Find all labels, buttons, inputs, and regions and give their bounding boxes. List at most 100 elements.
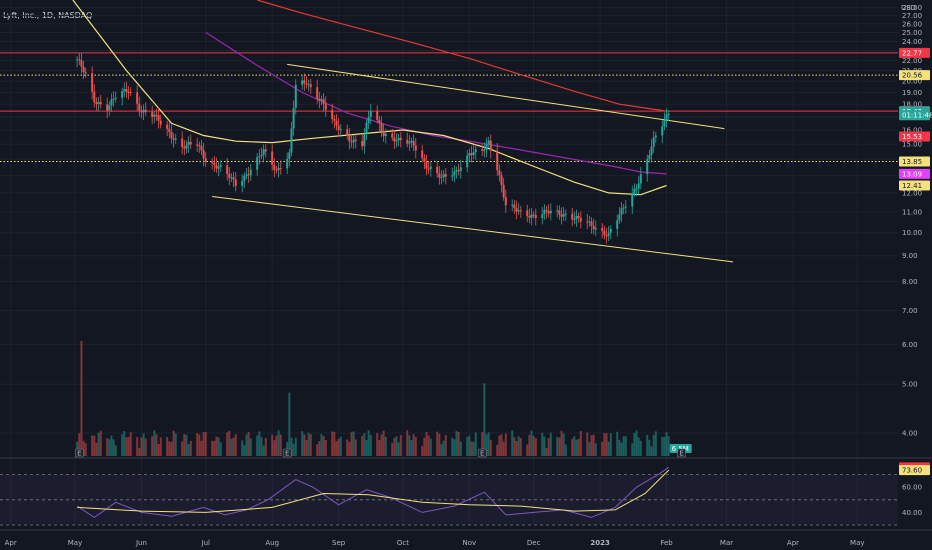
candle-body	[624, 206, 627, 208]
time-tick-label: Jun	[135, 539, 147, 547]
candle-body	[226, 165, 229, 174]
candle-body	[123, 89, 126, 92]
candle-body	[264, 149, 267, 152]
volume-bar	[451, 437, 454, 456]
trendline	[212, 196, 734, 263]
volume-bar	[513, 437, 516, 456]
volume-bar	[564, 444, 567, 456]
volume-bar	[217, 437, 220, 456]
volume-bar	[125, 437, 128, 456]
candle-body	[637, 183, 640, 189]
volume-bar	[99, 430, 102, 456]
candle-body	[279, 167, 282, 169]
candle-body	[322, 99, 325, 104]
price-tick-label: 8.00	[902, 278, 918, 286]
candle-body	[438, 173, 441, 178]
trendline	[287, 63, 725, 130]
candle-body	[121, 91, 124, 98]
candle-body	[397, 137, 400, 141]
price-tick-label: 6.00	[902, 341, 918, 349]
candle-body	[425, 161, 428, 169]
candle-body	[166, 124, 169, 129]
candle-body	[290, 128, 293, 153]
volume-bar	[348, 441, 351, 456]
volume-bar	[215, 436, 218, 456]
volume-bar	[558, 437, 561, 456]
volume-bar	[607, 441, 610, 456]
candle-body	[376, 111, 379, 120]
volume-bar	[455, 431, 458, 456]
volume-bar	[305, 439, 308, 456]
volume-bar	[369, 434, 372, 456]
volume-bar	[97, 432, 100, 456]
time-axis: Apr May Jun Jul Aug Sep Oct Nov Dec 2023 Feb Mar Apr…	[5, 539, 865, 547]
price-tick-label: 19.00	[902, 89, 922, 97]
price-tick-label: 9.00	[902, 252, 918, 260]
volume-bar	[622, 436, 625, 456]
candle-body	[429, 166, 432, 169]
candle-body	[607, 232, 610, 236]
volume-bar	[635, 430, 638, 456]
candle-body	[256, 157, 259, 170]
rsi-pane	[0, 466, 898, 526]
candle-body	[487, 140, 490, 145]
volume-bar	[436, 431, 439, 456]
candle-body	[273, 164, 276, 170]
volume-bar	[288, 392, 291, 456]
volume-bar	[474, 432, 477, 456]
time-tick-label: Dec	[527, 539, 541, 547]
volume-bar	[414, 437, 417, 456]
volume-bar	[354, 439, 357, 456]
volume-bar	[500, 434, 503, 456]
candle-body	[498, 170, 501, 176]
candle-body	[230, 177, 233, 179]
candle-body	[648, 155, 651, 160]
price-badges: 22.7720.5617.4417.4201:11:4815.5313.8513…	[74, 47, 932, 476]
ma-mid-line	[205, 31, 667, 175]
candle-body	[594, 227, 597, 230]
price-tick-label: 25.00	[902, 29, 922, 37]
volume-bar	[290, 437, 293, 456]
candle-body	[517, 210, 520, 212]
candle-body	[106, 104, 109, 111]
price-badge-bg	[899, 156, 930, 167]
volume-bar	[515, 440, 518, 456]
candle-body	[288, 152, 291, 159]
candle-body	[260, 154, 263, 156]
earnings-marker-label: E	[285, 450, 289, 458]
candle-body	[603, 230, 606, 236]
volume-bar	[294, 437, 297, 456]
volume-bar	[183, 434, 186, 456]
volume-bar	[485, 434, 488, 456]
candle-body	[468, 153, 471, 156]
candle-body	[635, 188, 638, 190]
candle-body	[663, 120, 666, 127]
volume-bar	[376, 433, 379, 456]
candle-body	[586, 221, 589, 223]
candle-body	[333, 119, 336, 121]
volume-bar	[667, 436, 670, 456]
volume-bar	[541, 432, 544, 456]
time-tick-label: Sep	[332, 539, 346, 547]
volume-bar	[273, 440, 276, 456]
candle-body	[609, 229, 612, 233]
volume-bar	[483, 383, 486, 456]
volume-bar	[590, 435, 593, 456]
volume-bar	[316, 444, 319, 456]
time-tick-label: Mar	[720, 539, 733, 547]
candle-body	[335, 120, 338, 126]
price-badge-bg	[899, 47, 930, 58]
volume-bar	[213, 440, 216, 456]
volume-bar	[421, 445, 424, 456]
volume-bar	[560, 430, 563, 456]
candle-body	[667, 113, 670, 115]
volume-bar	[275, 435, 278, 456]
candle-body	[219, 165, 222, 168]
volume-bar	[264, 437, 267, 456]
candle-body	[502, 184, 505, 198]
volume-bar	[301, 431, 304, 456]
candle-body	[217, 167, 220, 169]
volume-bar	[457, 432, 460, 456]
candle-body	[393, 137, 396, 142]
